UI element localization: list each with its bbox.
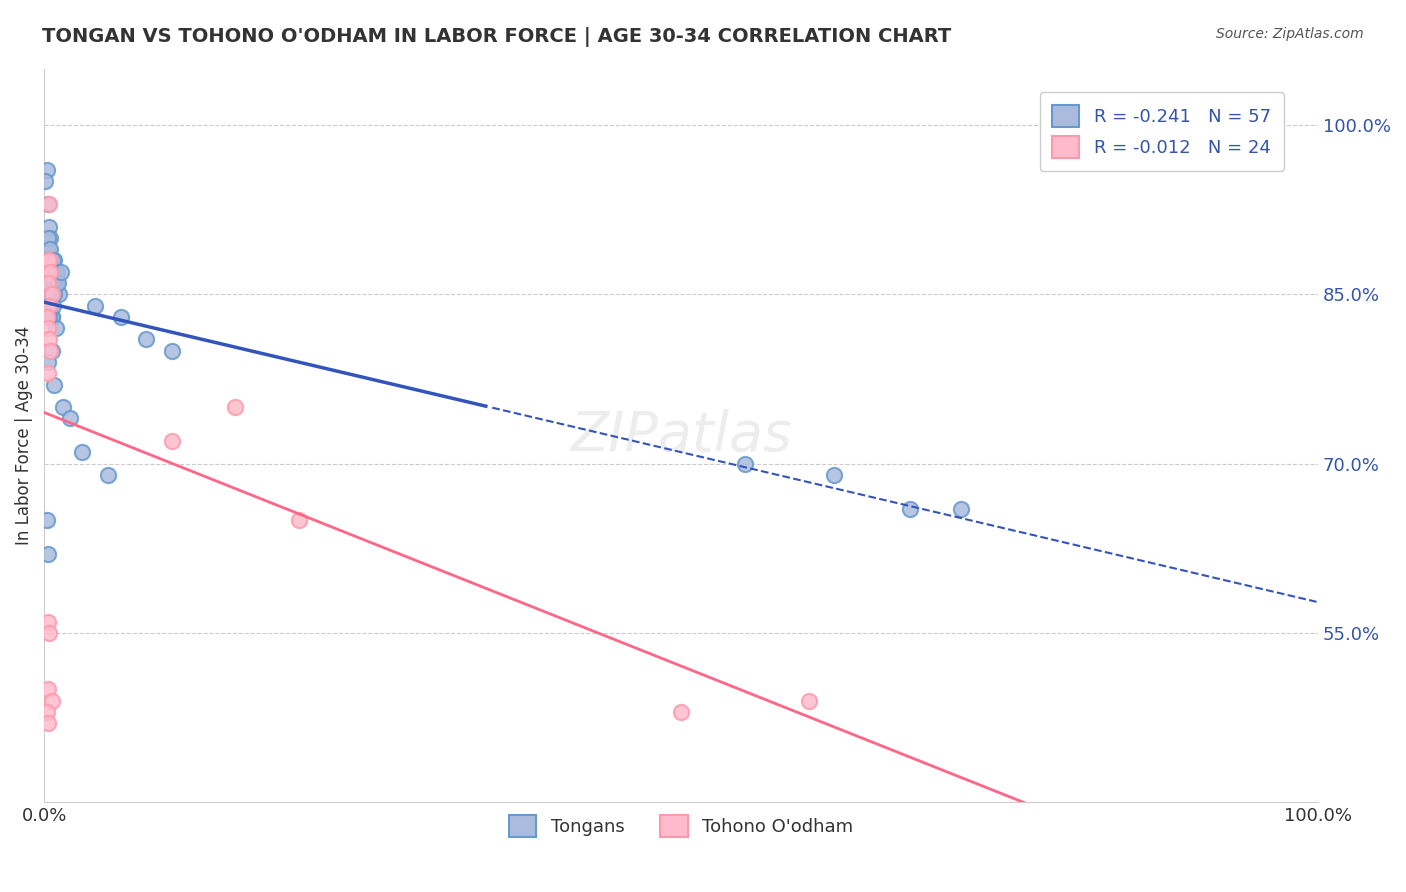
- Point: [37, 547, 59, 561]
- Point: [35, 265, 58, 279]
- Point: [41, 310, 63, 324]
- Point: [135, 333, 157, 347]
- Point: [72, 445, 94, 459]
- Point: [224, 400, 246, 414]
- Text: TONGAN VS TOHONO O'ODHAM IN LABOR FORCE | AGE 30-34 CORRELATION CHART: TONGAN VS TOHONO O'ODHAM IN LABOR FORCE …: [42, 27, 952, 46]
- Point: [797, 694, 820, 708]
- Point: [37, 367, 59, 381]
- Point: [35, 513, 58, 527]
- Point: [42, 253, 65, 268]
- Point: [42, 276, 65, 290]
- Point: [45, 265, 67, 279]
- Point: [38, 310, 60, 324]
- Point: [46, 276, 69, 290]
- Point: [39, 287, 62, 301]
- Point: [37, 253, 59, 268]
- Point: [48, 287, 70, 301]
- Point: [288, 513, 311, 527]
- Point: [39, 242, 62, 256]
- Point: [41, 343, 63, 358]
- Point: [49, 265, 72, 279]
- Point: [734, 457, 756, 471]
- Point: [35, 265, 58, 279]
- Point: [34, 174, 56, 188]
- Point: [37, 682, 59, 697]
- Point: [37, 299, 59, 313]
- Point: [41, 310, 63, 324]
- Point: [39, 231, 62, 245]
- Point: [44, 377, 66, 392]
- Point: [37, 716, 59, 731]
- Point: [45, 321, 67, 335]
- Point: [41, 287, 63, 301]
- Point: [42, 299, 65, 313]
- Y-axis label: In Labor Force | Age 30-34: In Labor Force | Age 30-34: [15, 326, 32, 545]
- Point: [39, 265, 62, 279]
- Point: [35, 310, 58, 324]
- Point: [52, 400, 75, 414]
- Point: [45, 276, 67, 290]
- Point: [110, 310, 132, 324]
- Point: [37, 253, 59, 268]
- Point: [38, 197, 60, 211]
- Point: [84, 299, 107, 313]
- Point: [38, 299, 60, 313]
- Point: [35, 265, 58, 279]
- Point: [39, 299, 62, 313]
- Text: Source: ZipAtlas.com: Source: ZipAtlas.com: [1216, 27, 1364, 41]
- Point: [41, 265, 63, 279]
- Point: [160, 343, 183, 358]
- Point: [38, 253, 60, 268]
- Point: [37, 197, 59, 211]
- Point: [39, 343, 62, 358]
- Text: ZIPatlas: ZIPatlas: [571, 409, 792, 462]
- Point: [58, 411, 80, 425]
- Point: [41, 287, 63, 301]
- Point: [37, 615, 59, 629]
- Point: [37, 355, 59, 369]
- Point: [39, 265, 62, 279]
- Point: [35, 705, 58, 719]
- Point: [38, 219, 60, 234]
- Point: [38, 299, 60, 313]
- Point: [37, 287, 59, 301]
- Point: [35, 310, 58, 324]
- Point: [44, 276, 66, 290]
- Point: [35, 163, 58, 178]
- Point: [97, 467, 120, 482]
- Point: [37, 321, 59, 335]
- Point: [37, 276, 59, 290]
- Point: [950, 501, 973, 516]
- Point: [37, 231, 59, 245]
- Point: [669, 705, 692, 719]
- Point: [41, 694, 63, 708]
- Point: [38, 253, 60, 268]
- Point: [44, 287, 66, 301]
- Point: [38, 626, 60, 640]
- Point: [38, 299, 60, 313]
- Point: [44, 253, 66, 268]
- Point: [37, 242, 59, 256]
- Point: [38, 333, 60, 347]
- Legend: Tongans, Tohono O'odham: Tongans, Tohono O'odham: [502, 808, 860, 845]
- Point: [45, 265, 67, 279]
- Point: [823, 467, 845, 482]
- Point: [900, 501, 922, 516]
- Point: [38, 276, 60, 290]
- Point: [42, 276, 65, 290]
- Point: [160, 434, 183, 448]
